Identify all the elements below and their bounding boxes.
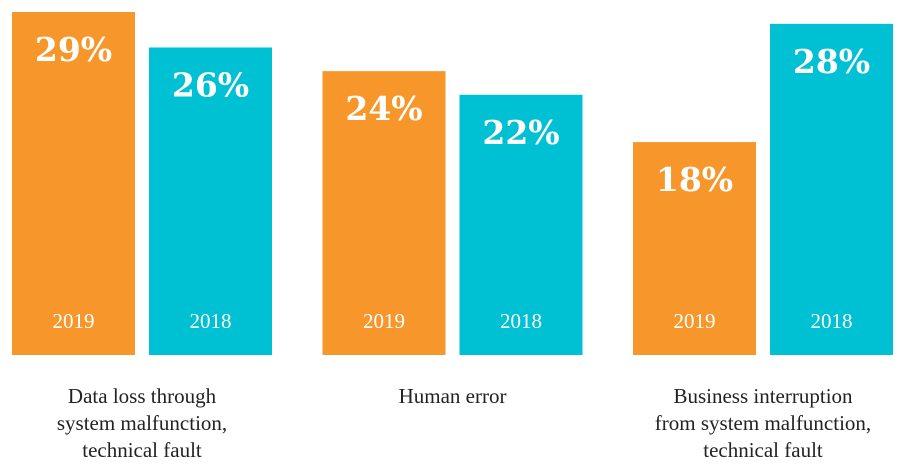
series-label: 2019 xyxy=(674,309,716,333)
value-label: 22% xyxy=(482,113,559,152)
value-label: 26% xyxy=(172,65,249,104)
series-label: 2018 xyxy=(500,309,542,333)
bar xyxy=(770,23,893,356)
value-label: 24% xyxy=(345,89,422,128)
series-label: 2019 xyxy=(363,309,405,333)
bar xyxy=(459,94,583,356)
category-label: Human error xyxy=(398,384,507,408)
bar xyxy=(149,47,272,355)
category-label: Data loss through system malfunction, te… xyxy=(56,384,228,462)
series-label: 2018 xyxy=(190,309,232,333)
value-label: 29% xyxy=(35,30,112,69)
series-label: 2018 xyxy=(811,309,853,333)
bar xyxy=(322,71,446,355)
series-label: 2019 xyxy=(53,309,95,333)
value-label: 28% xyxy=(793,42,870,81)
bar xyxy=(633,142,756,355)
category-label: Business interruption from system malfun… xyxy=(654,384,872,462)
value-label: 18% xyxy=(656,160,733,199)
bar xyxy=(12,12,135,355)
